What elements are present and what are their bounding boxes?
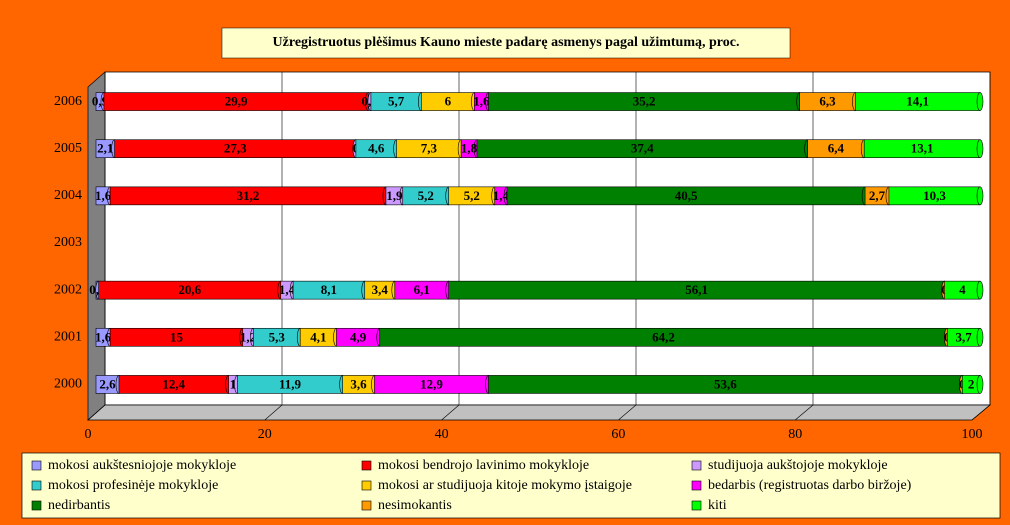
grid-line <box>87 404 106 421</box>
floor <box>87 404 991 421</box>
legend-label: mokosi ar studijuoja kitoje mokymo įstai… <box>378 478 632 493</box>
data-label: 1,2 <box>240 329 256 344</box>
data-label: 6,3 <box>819 94 836 109</box>
bar-cap <box>976 186 984 206</box>
data-label: 1,4 <box>493 188 510 203</box>
data-label: 56,1 <box>685 282 708 297</box>
data-label: 4,9 <box>350 329 367 344</box>
data-label: 3,7 <box>956 329 973 344</box>
data-label: 7,3 <box>421 141 438 156</box>
data-label: 2,7 <box>869 188 886 203</box>
data-label: 4,6 <box>368 141 385 156</box>
bar-cap <box>976 139 984 159</box>
y-tick-label: 2002 <box>54 282 82 297</box>
title-box <box>221 27 791 59</box>
data-label: 1,4 <box>279 282 296 297</box>
data-label: 6 <box>445 94 452 109</box>
x-tick-label: 0 <box>85 427 92 442</box>
data-label: 53,6 <box>714 376 737 391</box>
data-label: 5,7 <box>388 94 405 109</box>
legend-swatch <box>361 500 372 511</box>
bar-cap <box>976 375 984 394</box>
grid-line <box>264 404 283 421</box>
data-label: 1,9 <box>386 188 403 203</box>
data-label: 13,1 <box>911 141 934 156</box>
data-label: 4 <box>959 282 966 297</box>
data-label: 6,4 <box>828 141 845 156</box>
data-label: 3,4 <box>372 282 389 297</box>
y-tick-label: 2003 <box>54 235 82 250</box>
data-label: 1,6 <box>95 329 112 344</box>
x-tick-label: 100 <box>962 427 983 442</box>
data-label: 1,6 <box>473 94 490 109</box>
legend-swatch <box>691 460 702 471</box>
data-label: 2 <box>968 376 975 391</box>
legend-label: nedirbantis <box>48 498 110 513</box>
legend-swatch <box>31 500 42 511</box>
legend-label: mokosi bendrojo lavinimo mokykloje <box>378 458 589 473</box>
back-wall <box>104 71 991 406</box>
data-label: 20,6 <box>178 282 201 297</box>
data-label: 11,9 <box>279 376 302 391</box>
data-label: 10,3 <box>923 188 946 203</box>
x-tick-label: 80 <box>788 427 802 442</box>
data-label: 14,1 <box>906 94 929 109</box>
data-label: 5,3 <box>269 329 286 344</box>
bar-cap <box>976 92 984 111</box>
grid-line <box>441 404 460 421</box>
bar-cap <box>976 280 984 300</box>
legend-swatch <box>361 480 372 491</box>
data-label: 12,4 <box>162 376 185 391</box>
x-tick-label: 60 <box>611 427 625 442</box>
data-label: 2,1 <box>97 141 113 156</box>
data-label: 1,6 <box>95 188 112 203</box>
data-label: 1,8 <box>461 141 478 156</box>
y-tick-label: 2004 <box>54 188 82 203</box>
legend-swatch <box>361 460 372 471</box>
chart-title: Užregistruotus plėšimus Kauno mieste pad… <box>273 35 740 50</box>
data-label: 37,4 <box>631 141 654 156</box>
data-label: 1 <box>230 376 237 391</box>
legend-swatch <box>31 460 42 471</box>
data-label: 29,9 <box>225 94 248 109</box>
data-label: 40,5 <box>675 188 698 203</box>
grid-line <box>971 404 991 421</box>
data-label: 27,3 <box>224 141 247 156</box>
legend-label: mokosi profesinėje mokykloje <box>48 478 218 493</box>
legend <box>21 452 1001 519</box>
y-tick-label: 2001 <box>54 330 82 345</box>
grid-line <box>795 404 814 421</box>
data-label: 15 <box>170 329 184 344</box>
y-tick-label: 2000 <box>54 377 82 392</box>
data-label: 4,1 <box>310 329 326 344</box>
bar-cap <box>976 327 984 347</box>
legend-swatch <box>691 500 702 511</box>
data-label: 5,2 <box>418 188 434 203</box>
data-label: 12,9 <box>420 376 443 391</box>
data-label: 8,1 <box>321 282 337 297</box>
y-tick-label: 2005 <box>54 141 82 156</box>
legend-swatch <box>691 480 702 491</box>
side-wall <box>87 71 106 421</box>
data-label: 6,1 <box>414 282 430 297</box>
legend-label: mokosi aukštesniojoje mokykloje <box>48 458 236 473</box>
legend-label: studijuoja aukštojoje mokykloje <box>708 458 888 473</box>
data-label: 2,6 <box>99 376 116 391</box>
x-tick-label: 20 <box>258 427 272 442</box>
legend-swatch <box>31 480 42 491</box>
x-tick-label: 40 <box>435 427 449 442</box>
data-label: 5,2 <box>464 188 480 203</box>
grid-line <box>618 404 637 421</box>
data-label: 3,6 <box>350 376 367 391</box>
data-label: 31,2 <box>237 188 260 203</box>
legend-label: kiti <box>708 498 727 513</box>
legend-label: nesimokantis <box>378 498 452 513</box>
y-tick-label: 2006 <box>54 94 82 109</box>
legend-label: bedarbis (registruotas darbo biržoje) <box>708 478 912 493</box>
data-label: 64,2 <box>652 329 675 344</box>
data-label: 35,2 <box>633 94 656 109</box>
